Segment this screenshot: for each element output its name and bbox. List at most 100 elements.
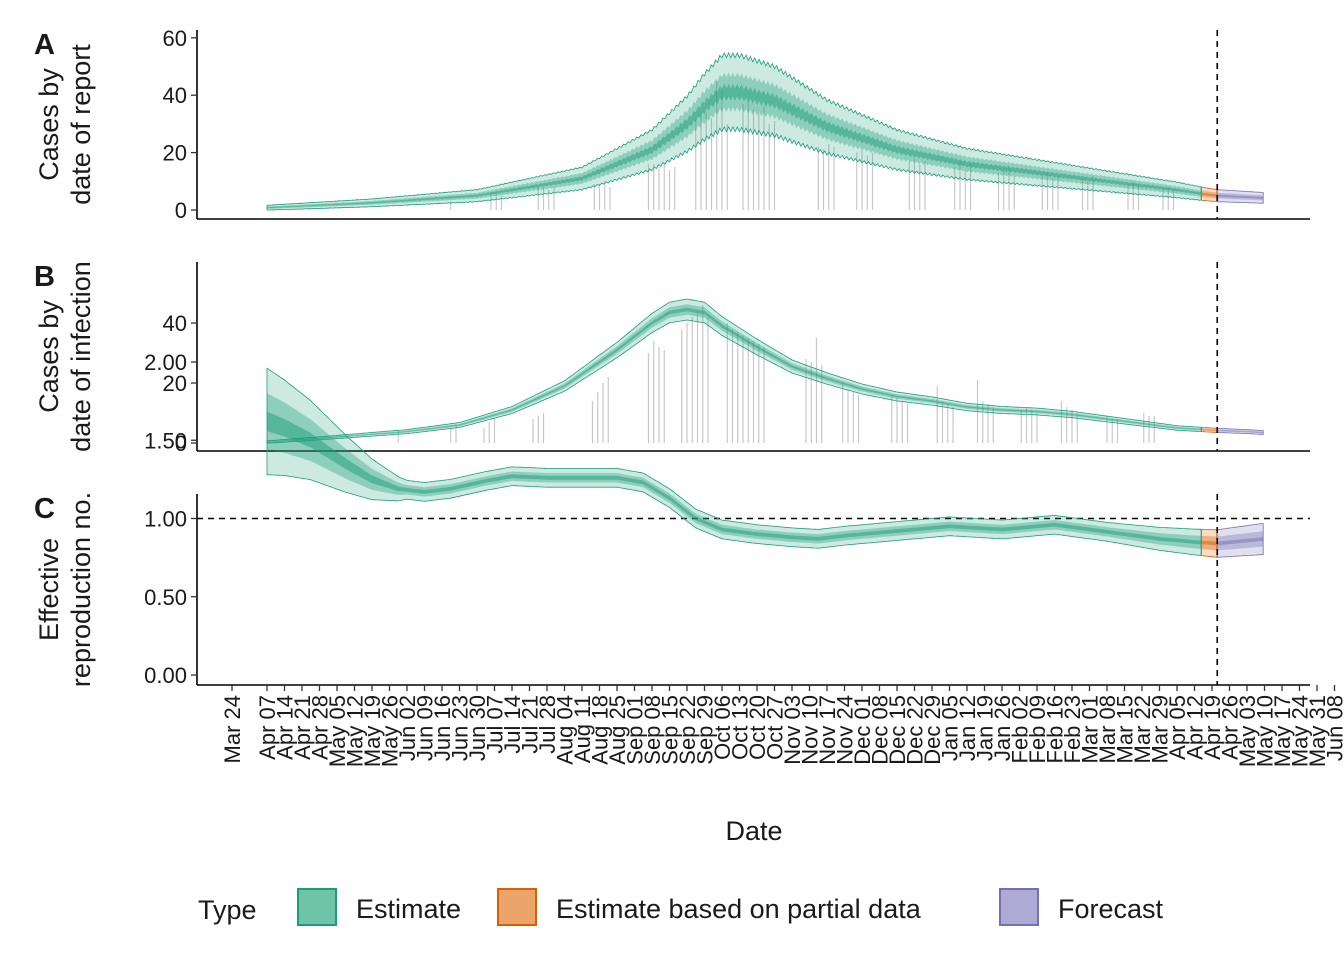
x-tick-label: Jul 14	[500, 695, 525, 754]
x-tick-label: Sep 15	[658, 695, 683, 765]
x-tick-label: Jun 23	[448, 695, 473, 761]
x-tick-label: Apr 14	[273, 695, 298, 760]
x-tick-label: Apr 07	[255, 695, 280, 760]
legend-swatch	[999, 888, 1039, 926]
y-axis-label-line: Effective	[34, 538, 64, 641]
x-tick-label: Feb 09	[1025, 695, 1050, 764]
x-tick-label: Mar 24	[220, 695, 245, 763]
x-tick-label: Aug 04	[553, 695, 578, 765]
y-tick-label: 40	[163, 311, 187, 336]
estimate-band-2	[267, 304, 1202, 443]
y-axis-label-line: Cases by	[34, 300, 64, 413]
estimate-band-2	[267, 72, 1202, 209]
x-tick-label: Jun 30	[465, 695, 490, 761]
y-tick-label: 2.00	[144, 350, 187, 375]
panel-tag: A	[34, 29, 55, 61]
y-tick-label: 0	[175, 198, 187, 223]
forecast-band-3	[1217, 537, 1264, 546]
x-tick-label: May 05	[325, 695, 350, 767]
x-tick-label: Sep 08	[640, 695, 665, 765]
x-tick-label: Nov 10	[798, 695, 823, 765]
x-tick-label: Jun 02	[395, 695, 420, 761]
estimate-band-3	[267, 411, 1202, 545]
y-tick-label: 1.00	[144, 507, 187, 532]
x-tick-label: Sep 22	[675, 695, 700, 765]
x-tick-label: May 19	[360, 695, 385, 767]
x-tick-label: Jan 12	[955, 695, 980, 761]
x-tick-label: Nov 17	[815, 695, 840, 765]
y-axis-label-line: date of infection	[66, 261, 96, 452]
x-tick-label: Mar 08	[1095, 695, 1120, 763]
y-axis-label: Cases bydate of infection	[34, 261, 96, 452]
x-tick-label: Jun 16	[430, 695, 455, 761]
legend-label: Estimate based on partial data	[556, 894, 922, 924]
y-tick-label: 20	[163, 371, 187, 396]
legend-swatch	[497, 888, 537, 926]
x-tick-label: Apr 05	[1165, 695, 1190, 760]
x-tick-label: Feb 16	[1043, 695, 1068, 764]
legend: Type Estimate Estimate based on partial da…	[198, 888, 1164, 926]
x-tick-label: Aug 18	[588, 695, 613, 765]
y-tick-label: 0	[175, 431, 187, 456]
x-tick-label: Apr 28	[308, 695, 333, 760]
x-tick-label: Feb 23	[1060, 695, 1085, 764]
panel-tag: C	[34, 493, 55, 525]
x-tick-label: Nov 24	[833, 695, 858, 765]
y-tick-label: 0.00	[144, 663, 187, 688]
x-tick-label: Apr 19	[1200, 695, 1225, 760]
y-axis-label-line: reproduction no.	[66, 492, 96, 687]
y-tick-label: 1.50	[144, 428, 187, 453]
x-tick-label: Apr 21	[290, 695, 315, 760]
y-axis-label-line: date of report	[66, 44, 96, 205]
estimate-band-3	[267, 307, 1202, 443]
x-tick-label: May 12	[343, 695, 368, 767]
panel-c: 0.00 0.50 1.00 1.50 2.00 Effectivereproductio…	[34, 350, 1310, 688]
y-axis-label: Cases bydate of report	[34, 44, 96, 205]
x-tick-label: Jan 05	[938, 695, 963, 761]
legend-title: Type	[198, 895, 257, 925]
forecast-band-3	[1217, 430, 1264, 433]
partial-estimate-band-3	[1201, 429, 1217, 431]
x-tick-label: Mar 01	[1078, 695, 1103, 763]
x-tick-label: May 24	[1288, 695, 1313, 767]
y-tick-label: 40	[163, 83, 187, 108]
x-tick-label: Mar 15	[1113, 695, 1138, 763]
x-tick-label: Jul 28	[535, 695, 560, 754]
legend-swatch	[297, 888, 337, 926]
y-axis-label: Effectivereproduction no.	[34, 492, 96, 687]
legend-label: Forecast	[1058, 894, 1164, 924]
x-tick-label: May 10	[1253, 695, 1278, 767]
x-tick-label: Jul 21	[518, 695, 543, 754]
x-tick-label: Aug 11	[570, 695, 595, 763]
x-tick-label: Apr 26	[1218, 695, 1243, 760]
x-tick-label: Oct 27	[763, 695, 788, 760]
y-axis-label-line: Cases by	[34, 68, 64, 181]
x-tick-label: Apr 12	[1183, 695, 1208, 760]
x-tick-label: Sep 01	[623, 695, 648, 765]
x-tick-label: May 17	[1270, 695, 1295, 767]
x-tick-label: Dec 01	[850, 695, 875, 765]
y-tick-label: 0.50	[144, 585, 187, 610]
x-tick-label: May 31	[1305, 695, 1330, 767]
x-tick-label: May 26	[378, 695, 403, 767]
x-tick-label: Dec 22	[903, 695, 928, 765]
x-tick-label: Jun 08	[1323, 695, 1344, 761]
x-axis-label: Date	[725, 816, 782, 846]
panel-tag: B	[34, 261, 55, 293]
x-tick-label: Oct 06	[710, 695, 735, 760]
partial-estimate-band-3	[1201, 540, 1217, 546]
y-tick-label: 20	[163, 141, 187, 166]
x-tick-label: Jun 09	[413, 695, 438, 761]
partial-estimate-band-3	[1201, 192, 1217, 197]
x-tick-label: Dec 29	[920, 695, 945, 765]
x-tick-label: Oct 13	[728, 695, 753, 760]
x-tick-label: Dec 08	[868, 695, 893, 765]
x-tick-label: Nov 03	[780, 695, 805, 765]
x-tick-label: Sep 29	[693, 695, 718, 765]
y-tick-label: 60	[163, 26, 187, 51]
x-tick-label: May 03	[1235, 695, 1260, 767]
x-tick-label: Oct 20	[745, 695, 770, 760]
